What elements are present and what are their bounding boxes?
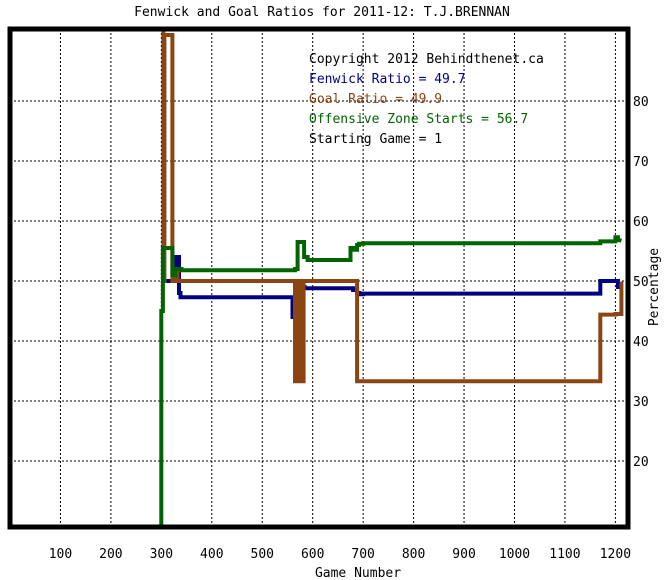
y-tick-label: 80 bbox=[633, 95, 649, 110]
annotation-line: Fenwick Ratio = 49.7 bbox=[309, 72, 466, 87]
x-tick-label: 1100 bbox=[549, 547, 580, 562]
series-line-offensive-zone-starts bbox=[159, 235, 623, 525]
y-tick-label: 40 bbox=[633, 335, 649, 350]
x-tick-label: 100 bbox=[49, 547, 72, 562]
y-tick-label: 60 bbox=[633, 215, 649, 230]
series-group bbox=[159, 31, 624, 525]
annotation-line: Goal Ratio = 49.9 bbox=[309, 92, 442, 107]
chart-title: Fenwick and Goal Ratios for 2011-12: T.J… bbox=[134, 5, 510, 20]
y-tick-label: 30 bbox=[633, 395, 649, 410]
x-tick-label: 900 bbox=[452, 547, 475, 562]
x-tick-label: 800 bbox=[402, 547, 425, 562]
tick-labels: 100 200 300 400 500 600 700 800 900 1000 1100 1200 2… bbox=[49, 95, 649, 562]
x-tick-label: 700 bbox=[351, 547, 374, 562]
x-tick-label: 200 bbox=[99, 547, 122, 562]
y-tick-label: 50 bbox=[633, 275, 649, 290]
annotation-line: Offensive Zone Starts = 56.7 bbox=[309, 112, 528, 127]
x-tick-label: 1000 bbox=[499, 547, 530, 562]
legend-annotations: Copyright 2012 Behindthenet.ca Fenwick Ra… bbox=[309, 52, 544, 147]
x-tick-label: 300 bbox=[150, 547, 173, 562]
plot-frame bbox=[7, 26, 631, 530]
grid bbox=[10, 29, 628, 527]
y-tick-label: 70 bbox=[633, 155, 649, 170]
annotation-line: Copyright 2012 Behindthenet.ca bbox=[309, 52, 544, 67]
series-line-goal-ratio bbox=[161, 31, 624, 384]
y-axis-label: Percentage bbox=[647, 248, 662, 326]
x-tick-label: 600 bbox=[301, 547, 324, 562]
x-tick-label: 400 bbox=[200, 547, 223, 562]
y-tick-label: 20 bbox=[633, 455, 649, 470]
x-axis-label: Game Number bbox=[315, 566, 401, 580]
annotation-line: Starting Game = 1 bbox=[309, 132, 442, 147]
x-tick-label: 1200 bbox=[600, 547, 631, 562]
x-tick-label: 500 bbox=[251, 547, 274, 562]
